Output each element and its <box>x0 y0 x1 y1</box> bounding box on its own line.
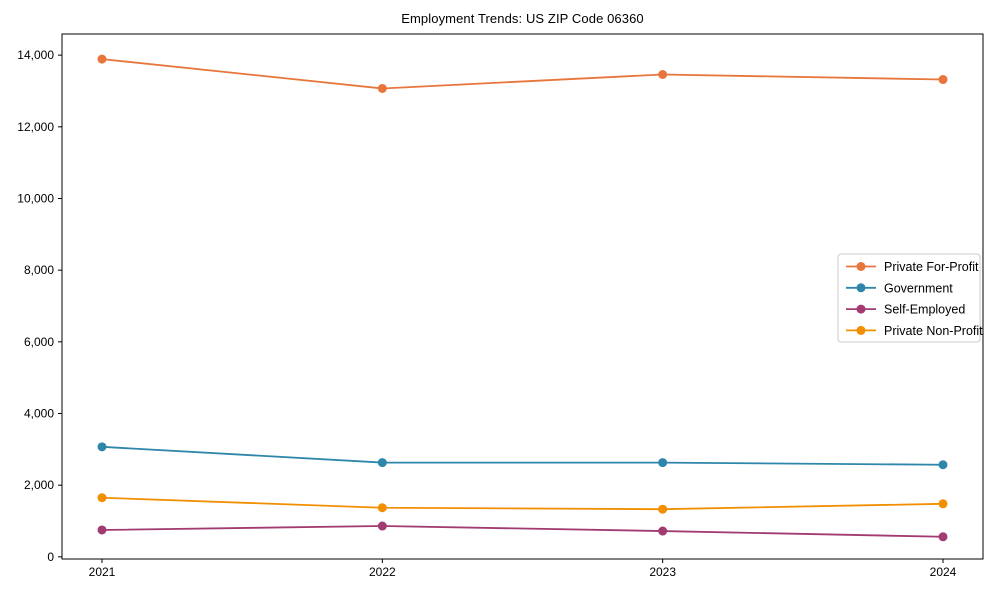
legend-label-self-employed: Self-Employed <box>884 303 965 317</box>
legend-label-private-for-profit: Private For-Profit <box>884 260 979 274</box>
data-point-self-employed-2024 <box>938 532 948 542</box>
legend-marker-private-for-profit <box>856 262 866 271</box>
plot-border <box>61 33 984 560</box>
series-line-private-for-profit <box>101 58 944 90</box>
y-tick-label: 0 <box>47 550 54 564</box>
data-point-government-2024 <box>938 460 948 470</box>
data-point-self-employed-2022 <box>377 521 387 531</box>
x-tick-label: 2021 <box>89 565 116 579</box>
legend-label-private-non-profit: Private Non-Profit <box>884 324 983 338</box>
x-tick-label: 2023 <box>649 565 676 579</box>
y-tick-label: 2,000 <box>24 478 54 492</box>
series-line-government <box>101 445 944 466</box>
data-point-self-employed-2023 <box>658 526 668 536</box>
data-point-private-non-profit-2021 <box>97 493 107 503</box>
legend-label-government: Government <box>884 281 953 295</box>
y-tick-label: 10,000 <box>17 191 54 205</box>
data-point-private-for-profit-2024 <box>938 75 948 85</box>
y-tick-label: 12,000 <box>17 120 54 134</box>
y-tick-label: 8,000 <box>24 263 54 277</box>
legend-marker-government <box>856 283 866 293</box>
series-line-self-employed <box>101 525 944 538</box>
legend-box <box>837 253 981 343</box>
data-point-private-non-profit-2022 <box>377 503 387 513</box>
data-point-self-employed-2021 <box>97 525 107 535</box>
data-point-government-2021 <box>97 442 107 452</box>
y-tick-label: 4,000 <box>24 407 54 421</box>
data-point-private-non-profit-2024 <box>938 499 948 509</box>
legend-marker-private-non-profit <box>856 325 866 335</box>
series-line-private-non-profit <box>101 496 944 511</box>
x-tick-label: 2022 <box>369 565 396 579</box>
data-point-private-for-profit-2022 <box>377 83 387 93</box>
x-tick-label: 2024 <box>930 565 957 579</box>
y-tick-label: 14,000 <box>17 48 54 62</box>
legend-marker-self-employed <box>856 304 866 314</box>
data-point-private-for-profit-2023 <box>658 69 668 79</box>
chart-title: Employment Trends: US ZIP Code 06360 <box>401 11 644 26</box>
data-point-government-2022 <box>377 458 387 468</box>
data-point-government-2023 <box>658 458 668 468</box>
data-point-private-non-profit-2023 <box>658 504 668 514</box>
y-tick-label: 6,000 <box>24 335 54 349</box>
data-point-private-for-profit-2021 <box>97 54 107 64</box>
